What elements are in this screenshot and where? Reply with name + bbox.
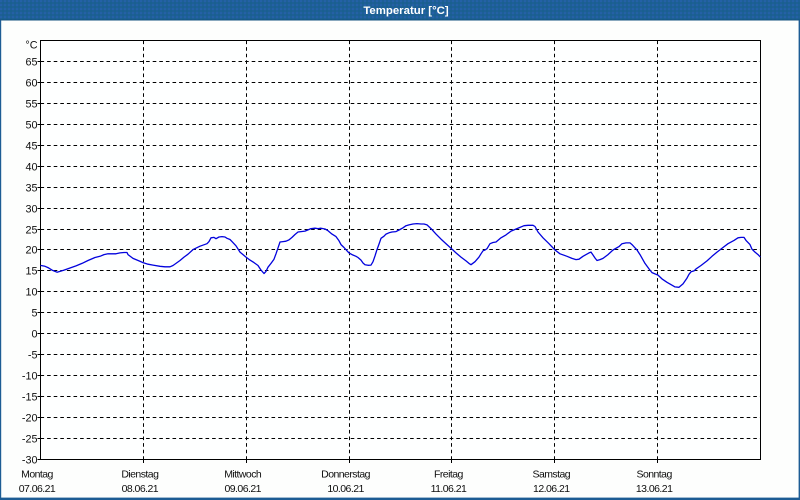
- svg-text:30: 30: [25, 203, 37, 215]
- svg-text:60: 60: [25, 77, 37, 89]
- svg-text:-5: -5: [28, 349, 38, 361]
- svg-text:°C: °C: [25, 39, 37, 51]
- svg-text:10.06.21: 10.06.21: [327, 483, 364, 495]
- svg-text:Temperatur [°C]: Temperatur [°C]: [363, 5, 449, 17]
- svg-text:11.06.21: 11.06.21: [431, 483, 467, 495]
- svg-text:13.06.21: 13.06.21: [636, 483, 673, 495]
- svg-text:Samstag: Samstag: [532, 469, 570, 481]
- svg-text:Montag: Montag: [21, 469, 53, 481]
- svg-text:-20: -20: [22, 412, 38, 424]
- svg-text:-30: -30: [22, 454, 38, 466]
- svg-text:Dienstag: Dienstag: [121, 469, 159, 481]
- svg-text:08.06.21: 08.06.21: [122, 483, 159, 495]
- svg-text:Sonntag: Sonntag: [636, 469, 672, 481]
- svg-text:09.06.21: 09.06.21: [224, 483, 261, 495]
- svg-text:07.06.21: 07.06.21: [19, 483, 56, 495]
- svg-text:-25: -25: [22, 433, 38, 445]
- svg-text:0: 0: [31, 328, 37, 340]
- svg-text:15: 15: [25, 265, 37, 277]
- svg-text:Mittwoch: Mittwoch: [224, 469, 262, 481]
- svg-text:Freitag: Freitag: [434, 469, 464, 481]
- svg-text:-10: -10: [22, 370, 38, 382]
- svg-text:65: 65: [25, 56, 37, 68]
- svg-text:-15: -15: [22, 391, 38, 403]
- svg-text:10: 10: [25, 286, 37, 298]
- svg-text:50: 50: [25, 119, 37, 131]
- svg-text:45: 45: [25, 140, 37, 152]
- svg-text:35: 35: [25, 182, 37, 194]
- svg-text:12.06.21: 12.06.21: [533, 483, 570, 495]
- svg-text:25: 25: [25, 224, 37, 236]
- svg-text:Donnerstag: Donnerstag: [321, 469, 370, 481]
- svg-text:40: 40: [25, 161, 37, 173]
- svg-text:55: 55: [25, 98, 37, 110]
- svg-text:20: 20: [25, 244, 37, 256]
- svg-text:5: 5: [31, 307, 37, 319]
